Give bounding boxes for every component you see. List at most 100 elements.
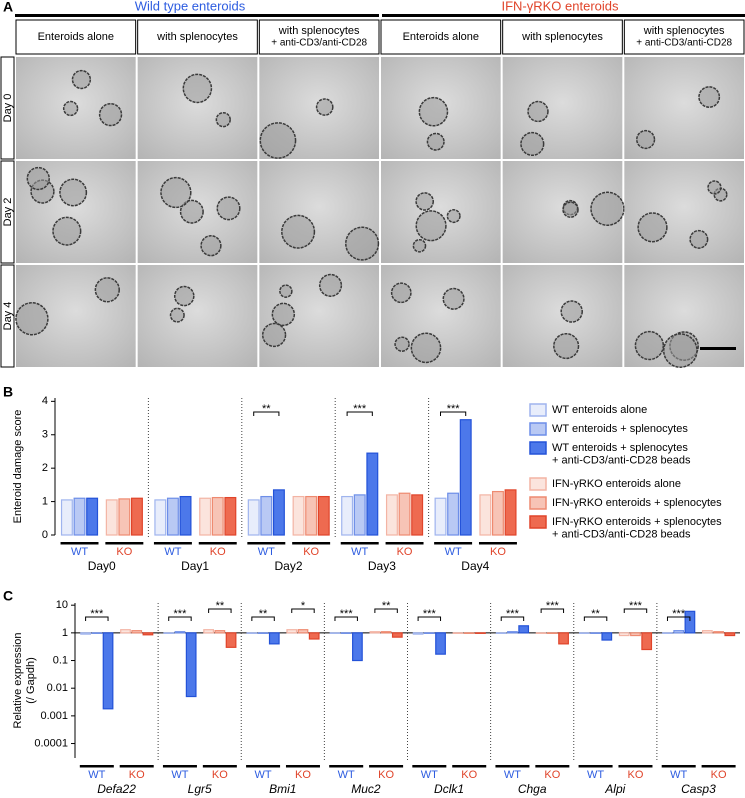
organoid — [698, 86, 721, 108]
significance-label: ** — [591, 608, 600, 620]
organoid — [345, 226, 380, 261]
significance-bracket — [251, 616, 275, 621]
bar — [369, 631, 381, 634]
organoid — [442, 287, 465, 310]
category-label: Day3 — [368, 559, 396, 573]
significance-label: * — [301, 600, 306, 612]
bar — [260, 495, 273, 536]
significance-label: *** — [340, 608, 354, 620]
organoid — [271, 302, 296, 327]
bar — [272, 489, 285, 536]
micrograph — [137, 265, 258, 367]
organoid — [173, 285, 195, 307]
group-underline — [162, 765, 197, 768]
bar — [341, 495, 354, 536]
significance-bracket — [334, 616, 358, 621]
group-label: KO — [129, 769, 145, 781]
significance-label: *** — [174, 608, 188, 620]
organoid — [418, 96, 449, 127]
column-header-box — [623, 19, 745, 55]
group-label: KO — [212, 769, 228, 781]
bar — [185, 632, 197, 698]
bar — [268, 632, 280, 645]
group-underline — [578, 765, 613, 768]
organoid — [410, 332, 442, 364]
bar — [308, 632, 320, 640]
group-underline — [79, 765, 114, 768]
group-label: KO — [490, 546, 506, 558]
bar — [203, 629, 215, 634]
significance-bracket — [208, 608, 232, 613]
significance-bracket — [291, 608, 315, 613]
organoid — [94, 277, 120, 303]
bar — [412, 632, 424, 635]
group-underline — [119, 765, 154, 768]
category-label: Casp3 — [681, 782, 716, 796]
row-label-box — [0, 264, 15, 368]
organoid — [200, 235, 222, 257]
group-underline — [701, 765, 736, 768]
legend-swatch — [529, 422, 547, 436]
category-label: Day2 — [274, 559, 302, 573]
bar — [131, 630, 143, 634]
organoid — [26, 166, 50, 191]
legend-swatch — [529, 515, 547, 529]
bar — [673, 630, 685, 634]
group-label: WT — [258, 546, 275, 558]
bar — [618, 632, 630, 637]
bar — [463, 632, 475, 634]
group-underline — [202, 765, 237, 768]
group-label: KO — [711, 769, 727, 781]
significance-label: ** — [216, 600, 225, 612]
group-label: KO — [544, 769, 560, 781]
organoid — [412, 238, 427, 253]
bar — [684, 610, 696, 634]
significance-label: ** — [382, 600, 391, 612]
organoid — [281, 214, 316, 249]
bar — [292, 495, 305, 536]
group-underline — [153, 542, 192, 545]
bar — [459, 419, 472, 536]
group-title: Wild type enteroids — [135, 0, 246, 13]
organoid — [98, 102, 123, 127]
organoid — [390, 282, 412, 304]
y-axis-label: Relative expression — [12, 633, 24, 729]
category-label: Defa22 — [97, 782, 136, 796]
category-label: Dclk1 — [434, 782, 464, 796]
significance-bracket — [540, 608, 565, 613]
bar — [380, 631, 392, 634]
bar — [246, 632, 258, 634]
legend-label: WT enteroids + splenocytes + anti-CD3/ant… — [552, 442, 691, 467]
bar — [102, 632, 114, 710]
significance-label: *** — [506, 608, 520, 620]
bar — [225, 632, 237, 648]
category-label: Bmi1 — [269, 782, 296, 796]
organoid — [560, 300, 583, 323]
bar — [366, 452, 379, 536]
significance-bracket — [440, 411, 467, 416]
legend-label: IFN-γRKO enteroids + splenocytes — [552, 497, 722, 509]
organoid — [415, 192, 434, 211]
organoid — [415, 210, 447, 242]
organoid — [446, 208, 461, 224]
significance-bracket — [168, 616, 192, 621]
group-label: KO — [210, 546, 226, 558]
group-underline — [385, 542, 424, 545]
significance-bracket — [583, 616, 608, 621]
bar — [163, 632, 175, 634]
y-tick-label: 1 — [42, 495, 48, 507]
organoid — [216, 196, 241, 221]
significance-bracket — [623, 608, 648, 613]
significance-label: ** — [262, 403, 271, 415]
significance-bracket — [253, 411, 280, 416]
group-label: WT — [421, 769, 438, 781]
row-label: Day 0 — [2, 94, 14, 123]
group-underline — [105, 542, 144, 545]
bar — [142, 632, 154, 636]
bar — [535, 632, 547, 634]
group-underline — [434, 542, 473, 545]
micrograph — [624, 161, 744, 263]
category-label: Day0 — [88, 559, 116, 573]
bar — [317, 495, 330, 536]
panel-label: C — [3, 588, 13, 604]
